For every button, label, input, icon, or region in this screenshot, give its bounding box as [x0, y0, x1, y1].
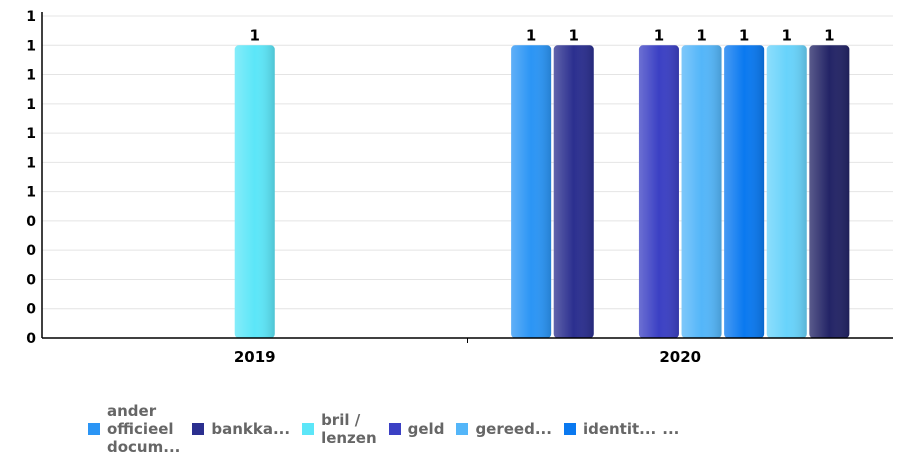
- data-label: 1: [696, 26, 706, 44]
- y-tick-label: 0: [26, 272, 36, 288]
- y-tick-label: 0: [26, 302, 36, 318]
- grid-lines: [42, 15, 893, 310]
- legend-overflow[interactable]: ...: [662, 420, 680, 438]
- legend-item[interactable]: ander officieel docum...: [88, 402, 180, 456]
- y-tick-label: 1: [26, 126, 36, 142]
- legend-item[interactable]: bril / lenzen: [302, 411, 377, 447]
- bar-shading: [809, 45, 850, 338]
- legend-item[interactable]: identit...: [563, 420, 657, 438]
- y-tick-label: 1: [26, 38, 36, 54]
- bars: [234, 45, 850, 338]
- data-label: 1: [654, 26, 664, 44]
- y-tick-label: 0: [26, 243, 36, 259]
- legend-swatch: [88, 423, 100, 435]
- bar-shading: [553, 45, 594, 338]
- data-label: 1: [250, 26, 260, 44]
- legend-label: bankka...: [211, 420, 291, 438]
- y-tick-label: 1: [26, 97, 36, 113]
- legend-swatch: [456, 423, 469, 435]
- x-tick-label: 2019: [234, 348, 276, 366]
- x-axis-ticks: 2019 2020: [234, 348, 701, 366]
- data-labels: 1 1 1 1 1 1 1 1: [250, 26, 835, 44]
- bar-shading: [724, 45, 765, 338]
- legend-item[interactable]: bankka...: [192, 420, 290, 438]
- data-label: 1: [824, 26, 834, 44]
- legend-item[interactable]: gereed...: [456, 420, 552, 438]
- x-tick-label: 2020: [659, 348, 701, 366]
- legend-swatch: [388, 423, 401, 435]
- legend-label: gereed...: [475, 420, 552, 438]
- bar-shading: [638, 45, 679, 338]
- data-label: 1: [782, 26, 792, 44]
- legend-label: identit...: [582, 420, 657, 438]
- data-label: 1: [526, 26, 536, 44]
- legend-label: bril / lenzen: [321, 411, 377, 447]
- legend-label: ander officieel docum...: [107, 402, 181, 456]
- legend-swatch: [302, 423, 315, 435]
- y-tick-label: 1: [26, 9, 36, 25]
- data-label: 1: [739, 26, 749, 44]
- bar-shading: [511, 45, 552, 338]
- y-tick-label: 0: [26, 214, 36, 230]
- y-tick-label: 1: [26, 68, 36, 84]
- legend-item[interactable]: geld: [388, 420, 445, 438]
- bar-shading: [681, 45, 722, 338]
- legend-swatch: [563, 423, 576, 435]
- legend-label: geld: [407, 420, 445, 438]
- data-label: 1: [569, 26, 579, 44]
- y-axis-ticks: 0 0 0 0 0 1 1 1 1 1 1 1: [26, 9, 36, 347]
- y-tick-label: 1: [26, 155, 36, 171]
- bar-shading: [234, 45, 275, 338]
- y-tick-label: 1: [26, 185, 36, 201]
- legend-swatch: [192, 423, 205, 435]
- bar-chart: 0 0 0 0 0 1 1 1 1 1 1 1 1 1 1 1 1 1 1 1 2019 2020: [26, 9, 893, 366]
- legend: ander officieel docum... bankka... bril / len…: [88, 402, 679, 456]
- y-tick-label: 0: [26, 331, 36, 347]
- axes: [41, 12, 893, 343]
- bar-shading: [766, 45, 807, 338]
